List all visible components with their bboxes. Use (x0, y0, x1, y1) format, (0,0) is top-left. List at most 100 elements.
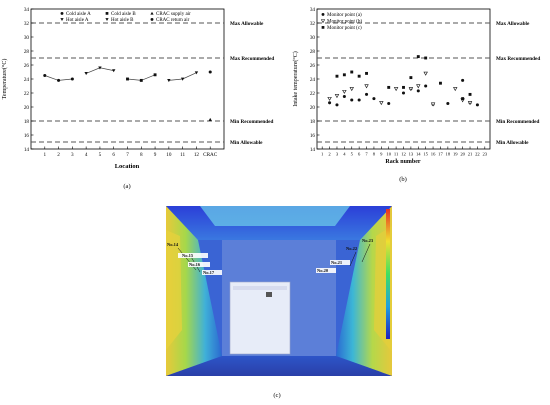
crac-unit-panel (266, 292, 272, 297)
a-y-tick-label: 34 (24, 7, 30, 13)
b-data-point (342, 73, 346, 77)
b-data-point (461, 78, 465, 82)
a-y-tick-label: 18 (24, 119, 30, 125)
b-data-point (424, 84, 428, 88)
b-data-point (408, 87, 414, 92)
b-y-tick-label: 20 (310, 105, 316, 111)
a-reference-label: Min Recommended (230, 119, 273, 125)
a-data-point (70, 77, 74, 81)
b-data-point (335, 103, 339, 107)
a-x-tick-label: 5 (99, 152, 102, 158)
a-reference-label: Min Allowable (230, 140, 263, 146)
a-data-point (167, 79, 171, 83)
panel-b-chart: Max Allowable Max Recommended Min Recommen… (292, 7, 540, 183)
a-x-tick-label: 9 (154, 152, 157, 158)
b-data-point (357, 74, 361, 78)
a-data-point (57, 78, 61, 82)
b-x-tick-label: 1 (321, 152, 324, 157)
a-legend-marker (150, 17, 154, 21)
a-legend-marker (60, 11, 64, 15)
a-legend-marker (150, 11, 154, 15)
a-y-tick-label: 24 (24, 77, 30, 83)
a-y-tick-label: 16 (24, 133, 30, 139)
b-x-tick-label: 8 (373, 152, 376, 157)
a-x-tick-label: 12 (194, 152, 200, 158)
thermal-callouts: No.14 No.15 No.16 No.17 No.20 No.21 (167, 238, 374, 275)
b-x-tick-label: 3 (336, 152, 339, 157)
b-data-point (430, 102, 436, 107)
a-data-point (84, 72, 88, 76)
callout-no20-label: No.20 (317, 268, 329, 273)
b-data-point (446, 101, 450, 106)
b-y-tick-label: 32 (310, 21, 316, 27)
callout-no23: No.23 (361, 238, 374, 263)
a-x-tick-label: 2 (57, 152, 60, 158)
b-x-tick-label: 10 (386, 152, 391, 157)
panel-b-legend: Monitor point (a) Monitor point (b)Monito… (320, 12, 362, 31)
b-data-point (349, 87, 354, 92)
callout-no20: No.20 (316, 268, 336, 273)
b-data-point (461, 97, 465, 101)
a-legend-marker (105, 18, 109, 21)
b-data-point (416, 84, 421, 89)
b-data-point (357, 98, 361, 102)
b-x-tick-label: 4 (343, 152, 346, 157)
a-legend-label: CRAC supply air (156, 12, 191, 17)
b-data-point (365, 92, 369, 96)
a-x-tick-label: 6 (112, 152, 115, 158)
b-x-tick-label: 7 (365, 152, 368, 157)
a-data-point (194, 71, 199, 75)
a-data-point (208, 70, 212, 74)
a-y-tick-label: 14 (24, 147, 30, 153)
a-legend-marker (105, 12, 109, 15)
b-data-point (372, 97, 376, 101)
b-reference-label: Min Allowable (496, 140, 529, 146)
a-data-point (139, 78, 143, 82)
callout-no23-label: No.23 (362, 238, 374, 243)
a-y-tick-label: 22 (24, 91, 30, 97)
callout-no16: No.16 (188, 262, 210, 267)
callout-no22: No.22 (346, 246, 358, 267)
b-data-point (402, 85, 405, 89)
a-data-point (180, 77, 185, 81)
a-reference-label: Max Allowable (230, 21, 264, 27)
b-data-point (342, 94, 346, 99)
b-data-point (409, 76, 413, 80)
callout-no17: No.17 (202, 270, 222, 275)
b-legend-marker (320, 19, 326, 24)
b-x-tick-label: 21 (468, 152, 473, 157)
a-data-point (112, 69, 116, 73)
a-legend-label: CRAC return air (156, 18, 190, 23)
a-x-tick-label: 11 (180, 152, 185, 158)
a-data-point (126, 77, 129, 81)
panel-a-label: (a) (123, 183, 130, 190)
b-legend-marker (321, 26, 325, 29)
callout-no22-label: No.22 (346, 246, 358, 251)
callout-no14-label: No.14 (167, 242, 179, 247)
b-y-tick-label: 16 (310, 133, 316, 139)
a-legend-label: Cold aisle A (66, 12, 91, 17)
callout-no17-label: No.17 (203, 270, 215, 275)
b-data-point (379, 101, 384, 106)
b-x-tick-label: 14 (416, 152, 421, 157)
b-data-point (387, 85, 391, 89)
a-data-point (153, 73, 157, 77)
a-legend-label: Hot aisle A (66, 18, 89, 23)
b-y-tick-label: 22 (310, 91, 316, 97)
b-data-point (393, 87, 399, 92)
a-legend-label: Cold aisle B (111, 12, 136, 17)
panel-b-x-axis-label: Rack number (385, 159, 421, 165)
b-x-tick-label: 17 (438, 152, 443, 157)
b-data-point (334, 94, 340, 99)
b-x-tick-label: 22 (475, 152, 480, 157)
a-x-tick-label: 8 (140, 152, 143, 158)
b-data-point (364, 84, 369, 89)
panel-b-label: (b) (399, 176, 407, 183)
b-legend-label: Monitor point (c) (327, 26, 362, 31)
panel-b-x-ticks: 1 2 3 4 5 6 7 8 9 10 11 12 13 14 15 16 17 18 19 20 21 22 23 (321, 146, 488, 157)
panel-a-data (43, 66, 212, 121)
b-data-point (327, 96, 332, 101)
b-y-tick-label: 28 (310, 49, 316, 55)
